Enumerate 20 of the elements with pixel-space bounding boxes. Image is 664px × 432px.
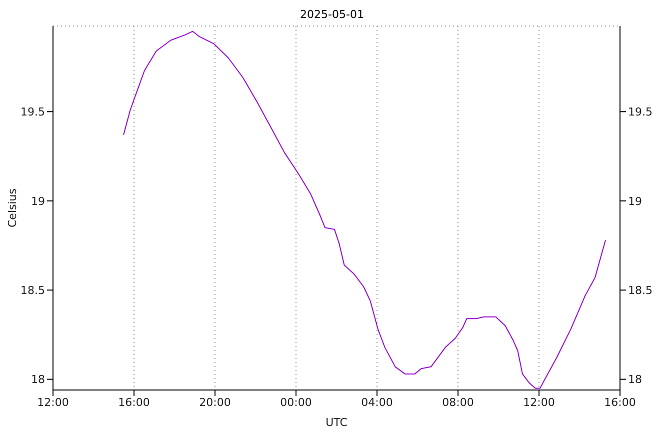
y2-tick-label: 19.5 [628, 106, 652, 119]
y2-tick-label: 18.5 [628, 284, 652, 297]
x-tick-label: 12:00 [523, 396, 555, 409]
x-tick-label: 12:00 [37, 396, 69, 409]
y-tick-label: 18 [31, 373, 45, 386]
y-tick-label: 19 [31, 194, 45, 208]
y-axis-title: Celsius [6, 188, 19, 228]
y2-tick-label: 18 [628, 373, 642, 386]
y-tick-label: 18.5 [20, 284, 45, 297]
chart-title: 2025-05-01 [299, 8, 365, 22]
x-tick-label: 04:00 [361, 396, 393, 409]
x-tick-label: 16:00 [118, 396, 150, 409]
line-series [123, 30, 606, 389]
x-tick-label: 00:00 [280, 396, 312, 409]
y-tick-label: 19.5 [20, 106, 45, 119]
x-axis-title: UTC [326, 416, 348, 429]
x-tick-label: 16:00 [604, 396, 636, 409]
x-tick-label: 20:00 [199, 396, 231, 409]
x-tick-label: 08:00 [442, 396, 474, 409]
y2-tick-label: 19 [628, 194, 642, 208]
